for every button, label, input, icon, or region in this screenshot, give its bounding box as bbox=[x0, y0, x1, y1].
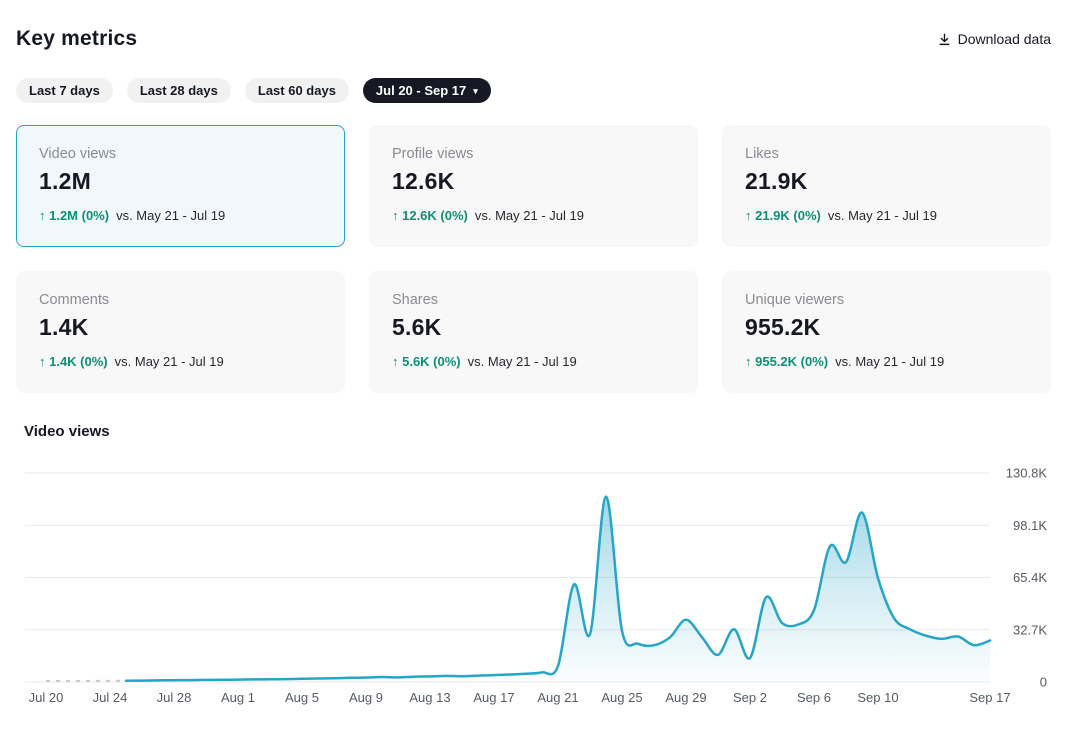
x-axis-label: Jul 24 bbox=[93, 690, 128, 705]
metric-delta-row: ↑ 21.9K (0%) vs. May 21 - Jul 19 bbox=[745, 208, 1028, 223]
x-axis-label: Aug 17 bbox=[473, 690, 514, 705]
metric-delta-row: ↑ 12.6K (0%) vs. May 21 - Jul 19 bbox=[392, 208, 675, 223]
video-views-chart: 0 32.7K 65.4K 98.1K 130.8K Jul 20 Jul 24 Jul 28… bbox=[16, 457, 1051, 709]
metric-cards: Video views 1.2M ↑ 1.2M (0%) vs. May 21 - J… bbox=[16, 125, 1051, 393]
caret-down-icon: ▾ bbox=[473, 87, 478, 96]
x-axis-label: Sep 10 bbox=[857, 690, 898, 705]
x-axis-label: Aug 1 bbox=[221, 690, 255, 705]
delta-up-badge: ↑ 12.6K (0%) bbox=[392, 208, 468, 223]
filter-pill-label: Last 60 days bbox=[258, 83, 336, 98]
metric-value: 1.4K bbox=[39, 314, 322, 341]
metric-delta-row: ↑ 1.2M (0%) vs. May 21 - Jul 19 bbox=[39, 208, 322, 223]
x-axis-label: Aug 5 bbox=[285, 690, 319, 705]
metric-label: Unique viewers bbox=[745, 292, 1028, 308]
filter-pill-last-7-days[interactable]: Last 7 days bbox=[16, 78, 113, 103]
y-axis-label: 32.7K bbox=[1013, 622, 1047, 637]
metric-delta-row: ↑ 5.6K (0%) vs. May 21 - Jul 19 bbox=[392, 354, 675, 369]
x-axis-label: Sep 6 bbox=[797, 690, 831, 705]
x-axis-label: Jul 28 bbox=[157, 690, 192, 705]
metric-value: 955.2K bbox=[745, 314, 1028, 341]
metric-card-shares[interactable]: Shares 5.6K ↑ 5.6K (0%) vs. May 21 - Jul 19 bbox=[369, 271, 698, 393]
filter-pill-label: Last 28 days bbox=[140, 83, 218, 98]
metric-delta-row: ↑ 1.4K (0%) vs. May 21 - Jul 19 bbox=[39, 354, 322, 369]
filter-pill-last-28-days[interactable]: Last 28 days bbox=[127, 78, 231, 103]
delta-up-badge: ↑ 1.2M (0%) bbox=[39, 208, 109, 223]
x-axis-label: Sep 2 bbox=[733, 690, 767, 705]
comparison-period-text: vs. May 21 - Jul 19 bbox=[828, 208, 937, 223]
filter-pill-last-60-days[interactable]: Last 60 days bbox=[245, 78, 349, 103]
comparison-period-text: vs. May 21 - Jul 19 bbox=[468, 354, 577, 369]
metric-card-unique-viewers[interactable]: Unique viewers 955.2K ↑ 955.2K (0%) vs. May… bbox=[722, 271, 1051, 393]
metric-value: 1.2M bbox=[39, 168, 322, 195]
x-axis-label: Aug 21 bbox=[537, 690, 578, 705]
metric-card-profile-views[interactable]: Profile views 12.6K ↑ 12.6K (0%) vs. May 21… bbox=[369, 125, 698, 247]
filter-pill-label: Last 7 days bbox=[29, 83, 100, 98]
y-axis-label: 98.1K bbox=[1013, 518, 1047, 533]
metric-card-video-views[interactable]: Video views 1.2M ↑ 1.2M (0%) vs. May 21 - J… bbox=[16, 125, 345, 247]
delta-up-badge: ↑ 955.2K (0%) bbox=[745, 354, 828, 369]
x-axis-label: Jul 20 bbox=[29, 690, 64, 705]
x-axis-label: Sep 17 bbox=[969, 690, 1010, 705]
metric-value: 5.6K bbox=[392, 314, 675, 341]
page-header: Key metrics Download data bbox=[16, 25, 1051, 53]
metric-card-comments[interactable]: Comments 1.4K ↑ 1.4K (0%) vs. May 21 - Jul … bbox=[16, 271, 345, 393]
download-icon bbox=[937, 32, 952, 47]
y-axis-label: 0 bbox=[1040, 675, 1047, 690]
x-axis-label: Aug 29 bbox=[665, 690, 706, 705]
metric-delta-row: ↑ 955.2K (0%) vs. May 21 - Jul 19 bbox=[745, 354, 1028, 369]
chart-title: Video views bbox=[24, 423, 1051, 440]
download-data-label: Download data bbox=[958, 31, 1051, 47]
download-data-button[interactable]: Download data bbox=[937, 31, 1051, 47]
x-axis-label: Aug 13 bbox=[409, 690, 450, 705]
metric-label: Profile views bbox=[392, 146, 675, 162]
metric-label: Likes bbox=[745, 146, 1028, 162]
delta-up-badge: ↑ 21.9K (0%) bbox=[745, 208, 821, 223]
metric-label: Shares bbox=[392, 292, 675, 308]
filter-pill-jul-20-sep-17[interactable]: Jul 20 - Sep 17 ▾ bbox=[363, 78, 491, 103]
delta-up-badge: ↑ 5.6K (0%) bbox=[392, 354, 461, 369]
page-title: Key metrics bbox=[16, 27, 137, 51]
metric-value: 12.6K bbox=[392, 168, 675, 195]
y-axis-label: 130.8K bbox=[1006, 466, 1048, 481]
x-axis-label: Aug 25 bbox=[601, 690, 642, 705]
comparison-period-text: vs. May 21 - Jul 19 bbox=[475, 208, 584, 223]
comparison-period-text: vs. May 21 - Jul 19 bbox=[116, 208, 225, 223]
comparison-period-text: vs. May 21 - Jul 19 bbox=[835, 354, 944, 369]
chart-area bbox=[126, 497, 990, 682]
delta-up-badge: ↑ 1.4K (0%) bbox=[39, 354, 108, 369]
filter-pill-label: Jul 20 - Sep 17 bbox=[376, 83, 466, 98]
y-axis-label: 65.4K bbox=[1013, 570, 1047, 585]
metric-label: Comments bbox=[39, 292, 322, 308]
date-range-filters: Last 7 days Last 28 days Last 60 days Jul 2… bbox=[16, 78, 1051, 103]
metric-label: Video views bbox=[39, 146, 322, 162]
metric-value: 21.9K bbox=[745, 168, 1028, 195]
x-axis-label: Aug 9 bbox=[349, 690, 383, 705]
metric-card-likes[interactable]: Likes 21.9K ↑ 21.9K (0%) vs. May 21 - Jul 1… bbox=[722, 125, 1051, 247]
comparison-period-text: vs. May 21 - Jul 19 bbox=[115, 354, 224, 369]
